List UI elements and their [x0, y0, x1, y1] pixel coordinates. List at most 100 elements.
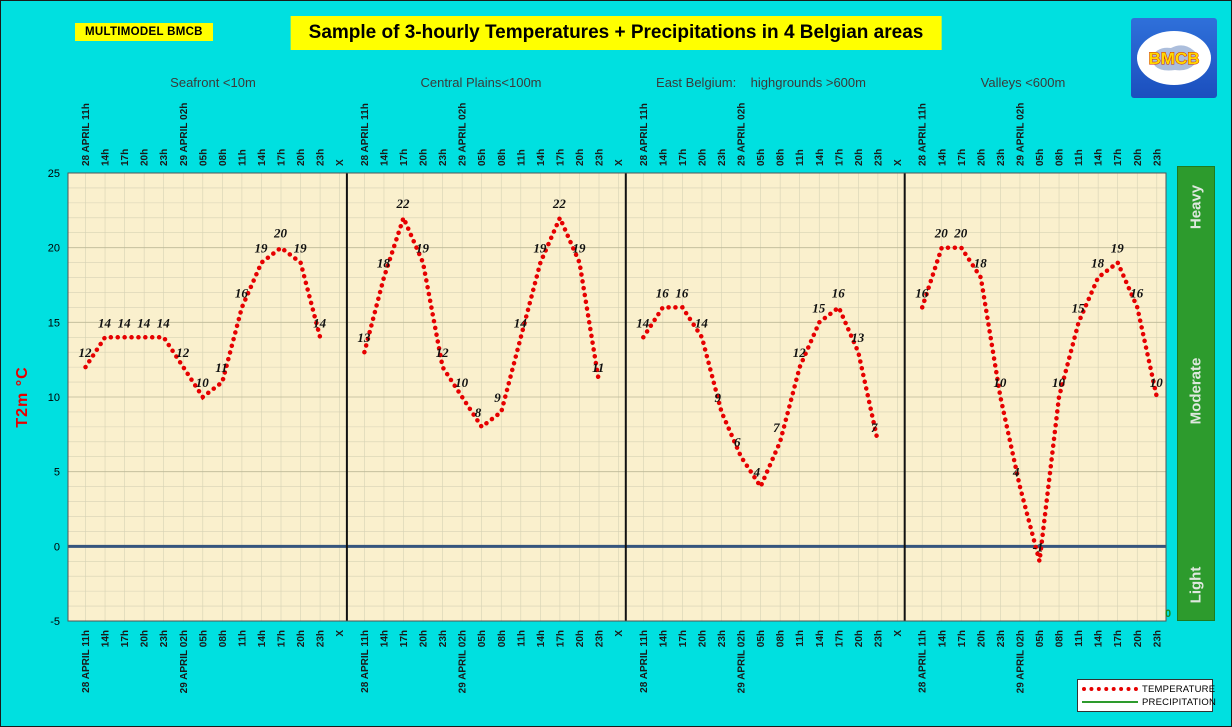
- svg-text:23h: 23h: [316, 630, 327, 647]
- svg-text:14h: 14h: [658, 630, 669, 647]
- svg-text:14h: 14h: [658, 149, 669, 166]
- svg-text:23h: 23h: [1152, 630, 1163, 647]
- svg-text:10: 10: [48, 392, 60, 404]
- svg-text:17h: 17h: [834, 149, 845, 166]
- panel-title-central-plains: Central Plains<100m: [420, 75, 542, 90]
- svg-text:05h: 05h: [1035, 149, 1046, 166]
- svg-text:22: 22: [552, 196, 567, 211]
- precip-scale-bar: Heavy Moderate Light: [1177, 166, 1215, 621]
- svg-text:13: 13: [357, 330, 371, 345]
- svg-text:16: 16: [832, 285, 846, 300]
- svg-text:08h: 08h: [218, 149, 229, 166]
- svg-text:20h: 20h: [1133, 630, 1144, 647]
- svg-text:11h: 11h: [1074, 630, 1085, 647]
- svg-text:15: 15: [1072, 300, 1086, 315]
- svg-text:6: 6: [734, 435, 741, 450]
- svg-text:14h: 14h: [1094, 630, 1105, 647]
- svg-text:12: 12: [176, 345, 190, 360]
- svg-text:X: X: [614, 630, 625, 637]
- legend-label-temperature: TEMPERATURE: [1142, 683, 1216, 695]
- page-title: Sample of 3-hourly Temperatures + Precip…: [290, 16, 942, 50]
- svg-text:15: 15: [812, 300, 826, 315]
- svg-text:08h: 08h: [776, 149, 787, 166]
- svg-text:10: 10: [1052, 375, 1066, 390]
- temperature-series: [641, 303, 881, 492]
- svg-text:20h: 20h: [697, 149, 708, 166]
- svg-text:28 APRIL 11h: 28 APRIL 11h: [918, 103, 929, 166]
- bmcb-logo-graphic: BMCB: [1137, 31, 1211, 85]
- svg-text:23h: 23h: [996, 149, 1007, 166]
- svg-text:14h: 14h: [937, 149, 948, 166]
- precipitation-line-sample: [1082, 701, 1138, 703]
- svg-text:X: X: [335, 159, 346, 166]
- svg-text:23h: 23h: [996, 630, 1007, 647]
- svg-text:05h: 05h: [756, 630, 767, 647]
- svg-text:X: X: [335, 630, 346, 637]
- svg-text:16: 16: [1130, 285, 1144, 300]
- svg-text:10: 10: [196, 375, 210, 390]
- svg-text:4: 4: [753, 465, 761, 480]
- svg-text:29 APRIL 02h: 29 APRIL 02h: [737, 103, 748, 166]
- svg-text:08h: 08h: [218, 630, 229, 647]
- svg-text:19: 19: [1111, 241, 1125, 256]
- svg-text:13: 13: [851, 330, 865, 345]
- svg-text:20h: 20h: [296, 149, 307, 166]
- panel-title-valleys: Valleys <600m: [980, 75, 1066, 90]
- svg-text:14: 14: [98, 315, 112, 330]
- svg-text:25: 25: [48, 168, 60, 180]
- svg-text:14h: 14h: [815, 149, 826, 166]
- svg-text:29 APRIL 02h: 29 APRIL 02h: [1015, 630, 1026, 693]
- svg-text:08h: 08h: [1055, 630, 1066, 647]
- svg-text:20: 20: [934, 226, 949, 241]
- svg-text:X: X: [893, 630, 904, 637]
- svg-text:18: 18: [377, 256, 391, 271]
- svg-text:20h: 20h: [575, 630, 586, 647]
- svg-text:17h: 17h: [399, 630, 410, 647]
- panel-title-seafront: Seafront <10m: [170, 75, 256, 90]
- svg-text:0: 0: [54, 541, 60, 553]
- svg-text:14h: 14h: [379, 630, 390, 647]
- svg-text:5: 5: [54, 467, 60, 479]
- svg-text:23h: 23h: [159, 630, 170, 647]
- svg-text:19: 19: [533, 241, 547, 256]
- svg-text:11h: 11h: [795, 149, 806, 166]
- svg-text:05h: 05h: [1035, 630, 1046, 647]
- svg-text:17h: 17h: [120, 630, 131, 647]
- svg-text:14: 14: [118, 315, 132, 330]
- svg-text:9: 9: [494, 390, 501, 405]
- svg-text:14: 14: [636, 315, 650, 330]
- svg-text:14h: 14h: [257, 149, 268, 166]
- svg-text:20h: 20h: [140, 149, 151, 166]
- svg-text:17h: 17h: [277, 149, 288, 166]
- svg-text:29 APRIL 02h: 29 APRIL 02h: [179, 630, 190, 693]
- precip-scale-moderate: Moderate: [1187, 357, 1205, 425]
- svg-text:28 APRIL 11h: 28 APRIL 11h: [639, 103, 650, 166]
- svg-text:20h: 20h: [976, 630, 987, 647]
- svg-text:14: 14: [313, 315, 327, 330]
- svg-text:19: 19: [294, 241, 308, 256]
- svg-text:23h: 23h: [595, 149, 606, 166]
- svg-text:08h: 08h: [1055, 149, 1066, 166]
- svg-text:-5: -5: [50, 616, 60, 628]
- legend-item-temperature: TEMPERATURE: [1082, 683, 1215, 695]
- svg-text:14: 14: [157, 315, 171, 330]
- precip-zero-label: 0: [1165, 608, 1172, 620]
- svg-text:-1: -1: [1033, 539, 1044, 554]
- temperature-line-sample: [1082, 687, 1138, 691]
- svg-text:14h: 14h: [101, 630, 112, 647]
- svg-text:14h: 14h: [937, 630, 948, 647]
- svg-text:8: 8: [475, 405, 482, 420]
- svg-text:20h: 20h: [976, 149, 987, 166]
- panel-title-east-belgium: East Belgium: highgrounds >600m: [656, 75, 866, 90]
- svg-text:17h: 17h: [1113, 149, 1124, 166]
- y-axis-label: T2m °C: [14, 366, 31, 428]
- svg-text:14: 14: [514, 315, 528, 330]
- svg-text:12: 12: [793, 345, 807, 360]
- svg-text:17h: 17h: [678, 149, 689, 166]
- svg-text:08h: 08h: [776, 630, 787, 647]
- svg-text:17h: 17h: [555, 149, 566, 166]
- svg-text:22: 22: [396, 196, 411, 211]
- svg-text:29 APRIL 02h: 29 APRIL 02h: [179, 103, 190, 166]
- svg-text:12: 12: [436, 345, 450, 360]
